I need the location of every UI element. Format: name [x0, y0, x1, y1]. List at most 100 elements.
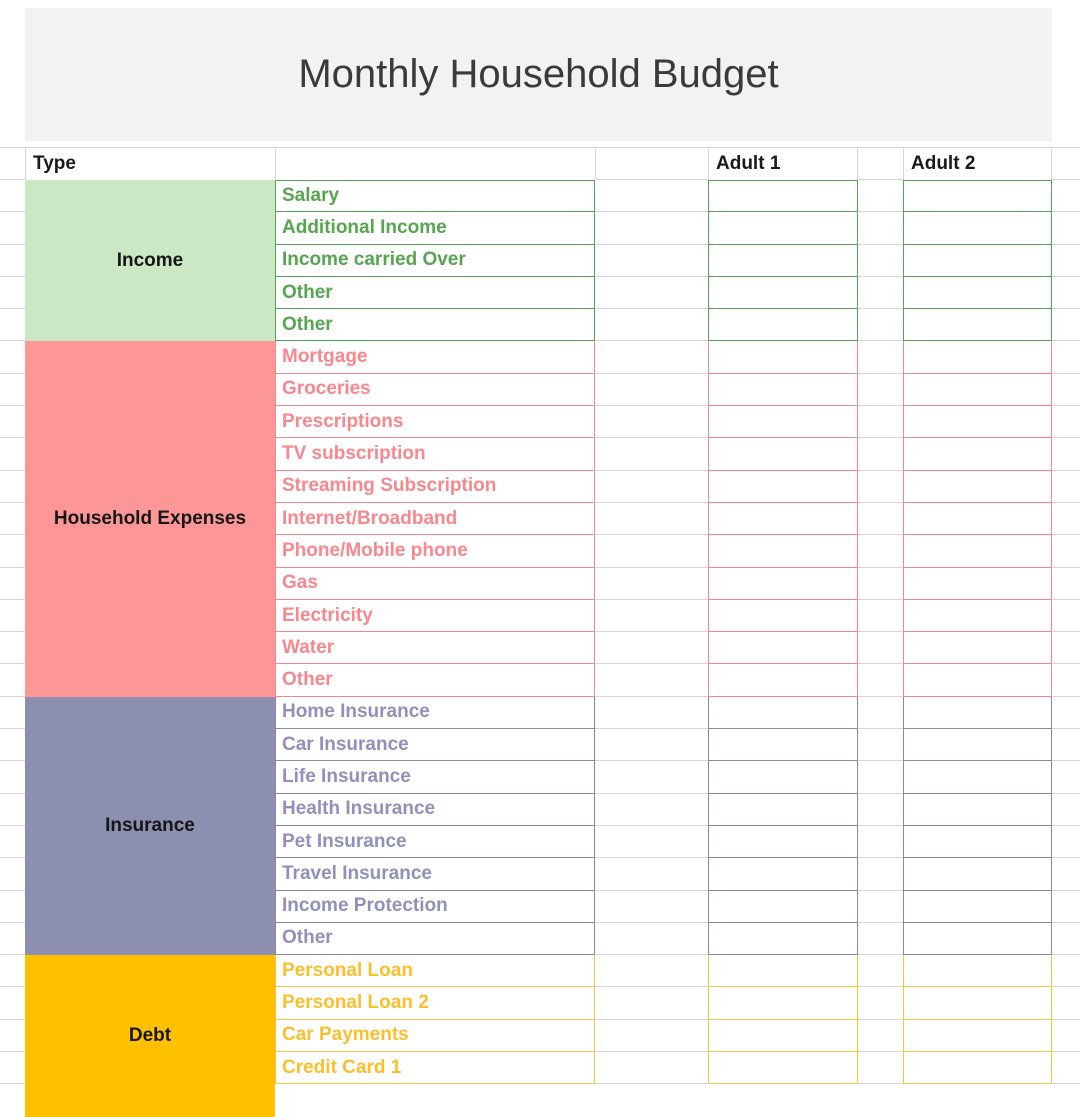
section-label-debt[interactable]: Debt	[25, 955, 275, 1117]
value-cell-adult2[interactable]	[903, 341, 1052, 374]
item-cell[interactable]: Other	[275, 922, 595, 956]
value-cell-adult2[interactable]	[903, 535, 1052, 568]
item-cell[interactable]: Prescriptions	[275, 406, 595, 439]
right-margin-cell	[1052, 794, 1080, 826]
type-header-cell[interactable]: Type	[25, 147, 275, 180]
value-cell-adult2[interactable]	[903, 987, 1052, 1020]
item-cell[interactable]: Streaming Subscription	[275, 470, 595, 503]
value-cell-adult2[interactable]	[903, 955, 1052, 988]
value-cell-adult2[interactable]	[903, 664, 1052, 697]
item-cell[interactable]: Internet/Broadband	[275, 502, 595, 536]
value-cell-adult1[interactable]	[708, 244, 858, 277]
value-cell-adult1[interactable]	[708, 890, 858, 923]
value-cell-adult1[interactable]	[708, 180, 858, 213]
value-cell-adult2[interactable]	[903, 729, 1052, 762]
item-cell[interactable]: Car Insurance	[275, 729, 595, 762]
item-cell[interactable]: Car Payments	[275, 1019, 595, 1053]
section-label-insurance[interactable]: Insurance	[25, 696, 275, 956]
budget-table: Type Adult 1 Adult 2 Income Salary Additional…	[0, 147, 1080, 1117]
value-cell-adult2[interactable]	[903, 696, 1052, 730]
item-cell[interactable]: Groceries	[275, 373, 595, 407]
value-cell-adult2[interactable]	[903, 212, 1052, 245]
item-cell[interactable]: Other	[275, 664, 595, 697]
section-label-income[interactable]: Income	[25, 180, 275, 342]
item-cell[interactable]: Home Insurance	[275, 696, 595, 730]
item-cell[interactable]: Other	[275, 276, 595, 310]
value-cell-adult1[interactable]	[708, 406, 858, 439]
value-cell-adult1[interactable]	[708, 212, 858, 245]
value-cell-adult2[interactable]	[903, 922, 1052, 956]
value-cell-adult1[interactable]	[708, 341, 858, 374]
item-cell[interactable]: Phone/Mobile phone	[275, 535, 595, 568]
value-cell-adult1[interactable]	[708, 729, 858, 762]
item-cell[interactable]: Water	[275, 632, 595, 665]
value-cell-adult1[interactable]	[708, 793, 858, 826]
value-cell-adult2[interactable]	[903, 567, 1052, 600]
value-cell-adult1[interactable]	[708, 922, 858, 956]
value-cell-adult1[interactable]	[708, 1019, 858, 1053]
value-cell-adult1[interactable]	[708, 438, 858, 471]
right-margin-cell	[1052, 729, 1080, 762]
value-cell-adult1[interactable]	[708, 987, 858, 1020]
item-cell[interactable]: Travel Insurance	[275, 858, 595, 891]
value-cell-adult2[interactable]	[903, 180, 1052, 213]
item-cell[interactable]: Additional Income	[275, 212, 595, 245]
item-cell[interactable]: TV subscription	[275, 438, 595, 471]
item-cell[interactable]: Electricity	[275, 599, 595, 633]
value-cell-adult2[interactable]	[903, 825, 1052, 859]
value-cell-adult1[interactable]	[708, 1052, 858, 1085]
item-cell[interactable]: Other	[275, 309, 595, 342]
value-cell-adult2[interactable]	[903, 244, 1052, 277]
value-cell-adult2[interactable]	[903, 1019, 1052, 1053]
item-cell[interactable]: Credit Card 1	[275, 1052, 595, 1085]
item-cell[interactable]: Personal Loan 2	[275, 987, 595, 1020]
value-cell-adult1[interactable]	[708, 955, 858, 988]
value-cell-adult1[interactable]	[708, 502, 858, 536]
spacer-cell	[595, 180, 708, 213]
value-cell-adult2[interactable]	[903, 309, 1052, 342]
adult1-header-cell[interactable]: Adult 1	[708, 147, 858, 180]
adult2-header-cell[interactable]: Adult 2	[903, 147, 1052, 180]
item-cell[interactable]: Income carried Over	[275, 244, 595, 277]
item-cell[interactable]: Income Protection	[275, 890, 595, 923]
value-cell-adult1[interactable]	[708, 858, 858, 891]
value-cell-adult2[interactable]	[903, 438, 1052, 471]
item-cell[interactable]: Salary	[275, 180, 595, 213]
left-margin-cell	[0, 697, 25, 730]
value-cell-adult1[interactable]	[708, 373, 858, 407]
value-cell-adult2[interactable]	[903, 502, 1052, 536]
value-cell-adult1[interactable]	[708, 696, 858, 730]
value-cell-adult1[interactable]	[708, 309, 858, 342]
item-cell[interactable]: Personal Loan	[275, 955, 595, 988]
value-cell-adult1[interactable]	[708, 761, 858, 794]
spacer-cell	[858, 406, 903, 439]
value-cell-adult1[interactable]	[708, 664, 858, 697]
value-cell-adult2[interactable]	[903, 406, 1052, 439]
value-cell-adult1[interactable]	[708, 632, 858, 665]
value-cell-adult2[interactable]	[903, 373, 1052, 407]
value-cell-adult1[interactable]	[708, 535, 858, 568]
value-cell-adult2[interactable]	[903, 632, 1052, 665]
item-cell[interactable]: Health Insurance	[275, 793, 595, 826]
value-cell-adult2[interactable]	[903, 890, 1052, 923]
value-cell-adult1[interactable]	[708, 599, 858, 633]
item-cell[interactable]: Pet Insurance	[275, 825, 595, 859]
spacer-cell	[858, 341, 903, 374]
value-cell-adult2[interactable]	[903, 470, 1052, 503]
value-cell-adult2[interactable]	[903, 793, 1052, 826]
value-cell-adult2[interactable]	[903, 761, 1052, 794]
item-cell[interactable]: Mortgage	[275, 341, 595, 374]
value-cell-adult2[interactable]	[903, 276, 1052, 310]
value-cell-adult2[interactable]	[903, 599, 1052, 633]
value-cell-adult2[interactable]	[903, 1052, 1052, 1085]
section-label-household-expenses[interactable]: Household Expenses	[25, 341, 275, 697]
value-cell-adult1[interactable]	[708, 825, 858, 859]
value-cell-adult1[interactable]	[708, 567, 858, 600]
value-cell-adult1[interactable]	[708, 470, 858, 503]
value-cell-adult2[interactable]	[903, 858, 1052, 891]
item-cell[interactable]: Gas	[275, 567, 595, 600]
item-header-cell[interactable]	[275, 147, 595, 180]
value-cell-adult1[interactable]	[708, 276, 858, 310]
item-cell[interactable]: Life Insurance	[275, 761, 595, 794]
spacer-cell	[858, 438, 903, 471]
